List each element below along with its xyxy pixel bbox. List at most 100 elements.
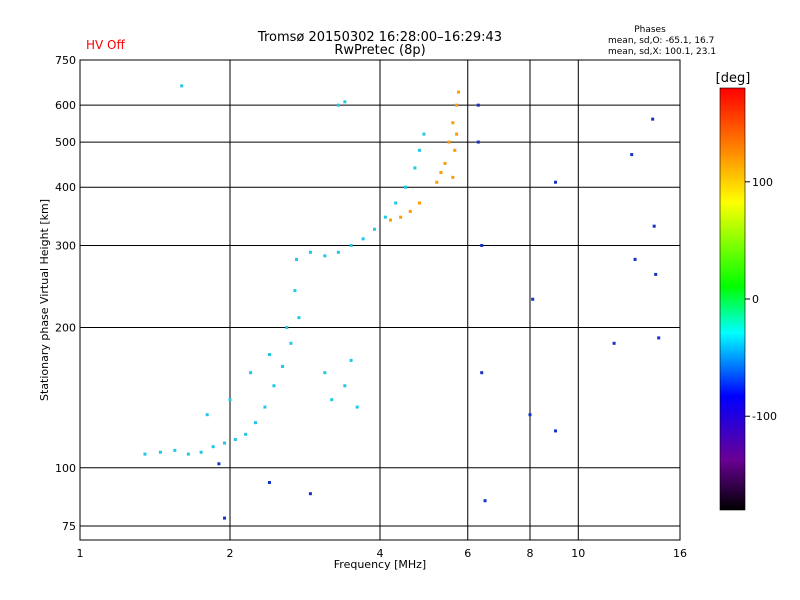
data-point <box>408 209 412 213</box>
data-point <box>228 398 232 402</box>
data-point <box>186 452 190 456</box>
data-point <box>531 297 535 301</box>
data-point <box>343 384 347 388</box>
x-tick-label: 10 <box>571 547 585 560</box>
colorbar-ticks: 100 0 -100 <box>745 176 777 423</box>
data-points <box>143 84 661 520</box>
y-tick-label: 200 <box>55 322 76 335</box>
axis-ticks: 1 2 4 6 8 10 16 75 100 200 300 400 500 600 750 <box>55 54 687 560</box>
data-point <box>223 441 227 445</box>
data-point <box>249 371 253 375</box>
data-point <box>349 358 353 362</box>
data-point <box>476 103 480 107</box>
data-point <box>330 398 334 402</box>
data-point <box>199 450 203 454</box>
data-point <box>223 516 227 520</box>
phases-mean-x: mean, sd,X: 100.1, 23.1 <box>608 47 716 57</box>
data-point <box>654 272 658 276</box>
data-point <box>455 132 459 136</box>
data-point <box>355 405 359 409</box>
x-tick-label: 6 <box>464 547 471 560</box>
x-tick-label: 16 <box>673 547 687 560</box>
data-point <box>455 103 459 107</box>
x-axis-label: Frequency [MHz] <box>334 558 426 571</box>
data-point <box>205 413 209 417</box>
data-point <box>323 254 327 258</box>
y-axis-label: Stationary phase Virtual Height [km] <box>38 199 51 401</box>
data-point <box>435 180 439 184</box>
data-point <box>158 450 162 454</box>
data-point <box>633 257 637 261</box>
data-point <box>373 227 377 231</box>
data-point <box>253 421 257 425</box>
data-point <box>285 326 289 330</box>
data-point <box>383 215 387 219</box>
data-point <box>244 432 248 436</box>
data-point <box>336 250 340 254</box>
data-point <box>263 405 267 409</box>
x-tick-label: 8 <box>527 547 534 560</box>
data-point <box>443 161 447 165</box>
data-point <box>417 201 421 205</box>
data-point <box>308 250 312 254</box>
data-point <box>657 336 661 340</box>
data-point <box>457 90 461 94</box>
colorbar-tick-label: -100 <box>752 410 777 423</box>
data-point <box>447 140 451 144</box>
data-point <box>173 448 177 452</box>
data-point <box>630 153 634 157</box>
data-point <box>361 237 365 241</box>
data-point <box>289 341 293 345</box>
data-point <box>476 140 480 144</box>
data-point <box>553 180 557 184</box>
colorbar-label: [deg] <box>716 71 751 86</box>
x-tick-label: 4 <box>377 547 384 560</box>
y-tick-label: 100 <box>55 462 76 475</box>
phases-title: Phases <box>634 25 666 35</box>
colorbar-tick-label: 100 <box>752 176 773 189</box>
data-point <box>272 384 276 388</box>
data-point <box>293 289 297 293</box>
data-point <box>211 445 215 449</box>
y-tick-label: 75 <box>62 520 76 533</box>
data-point <box>394 201 398 205</box>
data-point <box>480 371 484 375</box>
data-point <box>233 438 237 442</box>
data-point <box>295 257 299 261</box>
data-point <box>349 243 353 247</box>
data-point <box>389 218 393 222</box>
data-point <box>343 100 347 104</box>
y-tick-label: 750 <box>55 54 76 67</box>
data-point <box>612 341 616 345</box>
data-point <box>267 480 271 484</box>
data-point <box>422 132 426 136</box>
phases-mean-o: mean, sd,O: -65.1, 16.7 <box>608 36 714 46</box>
colorbar <box>719 87 746 511</box>
colorbar-tick-label: 0 <box>752 293 759 306</box>
data-point <box>308 492 312 496</box>
hv-status-label: HV Off <box>86 38 125 52</box>
chart-subtitle: RwPretec (8p) <box>334 43 425 58</box>
data-point <box>651 117 655 121</box>
data-point <box>553 429 557 433</box>
y-tick-label: 300 <box>55 239 76 252</box>
data-point <box>403 185 407 189</box>
data-point <box>483 499 487 503</box>
data-point <box>417 148 421 152</box>
x-tick-label: 1 <box>77 547 84 560</box>
y-tick-label: 600 <box>55 99 76 112</box>
data-point <box>451 121 455 125</box>
y-tick-label: 500 <box>55 136 76 149</box>
data-point <box>399 215 403 219</box>
data-point <box>281 364 285 368</box>
data-point <box>217 462 221 466</box>
data-point <box>652 224 656 228</box>
data-point <box>453 148 457 152</box>
data-point <box>413 166 417 170</box>
data-point <box>180 84 184 88</box>
x-tick-label: 2 <box>227 547 234 560</box>
data-point <box>267 353 271 357</box>
data-point <box>451 175 455 179</box>
grid-lines <box>80 60 680 540</box>
